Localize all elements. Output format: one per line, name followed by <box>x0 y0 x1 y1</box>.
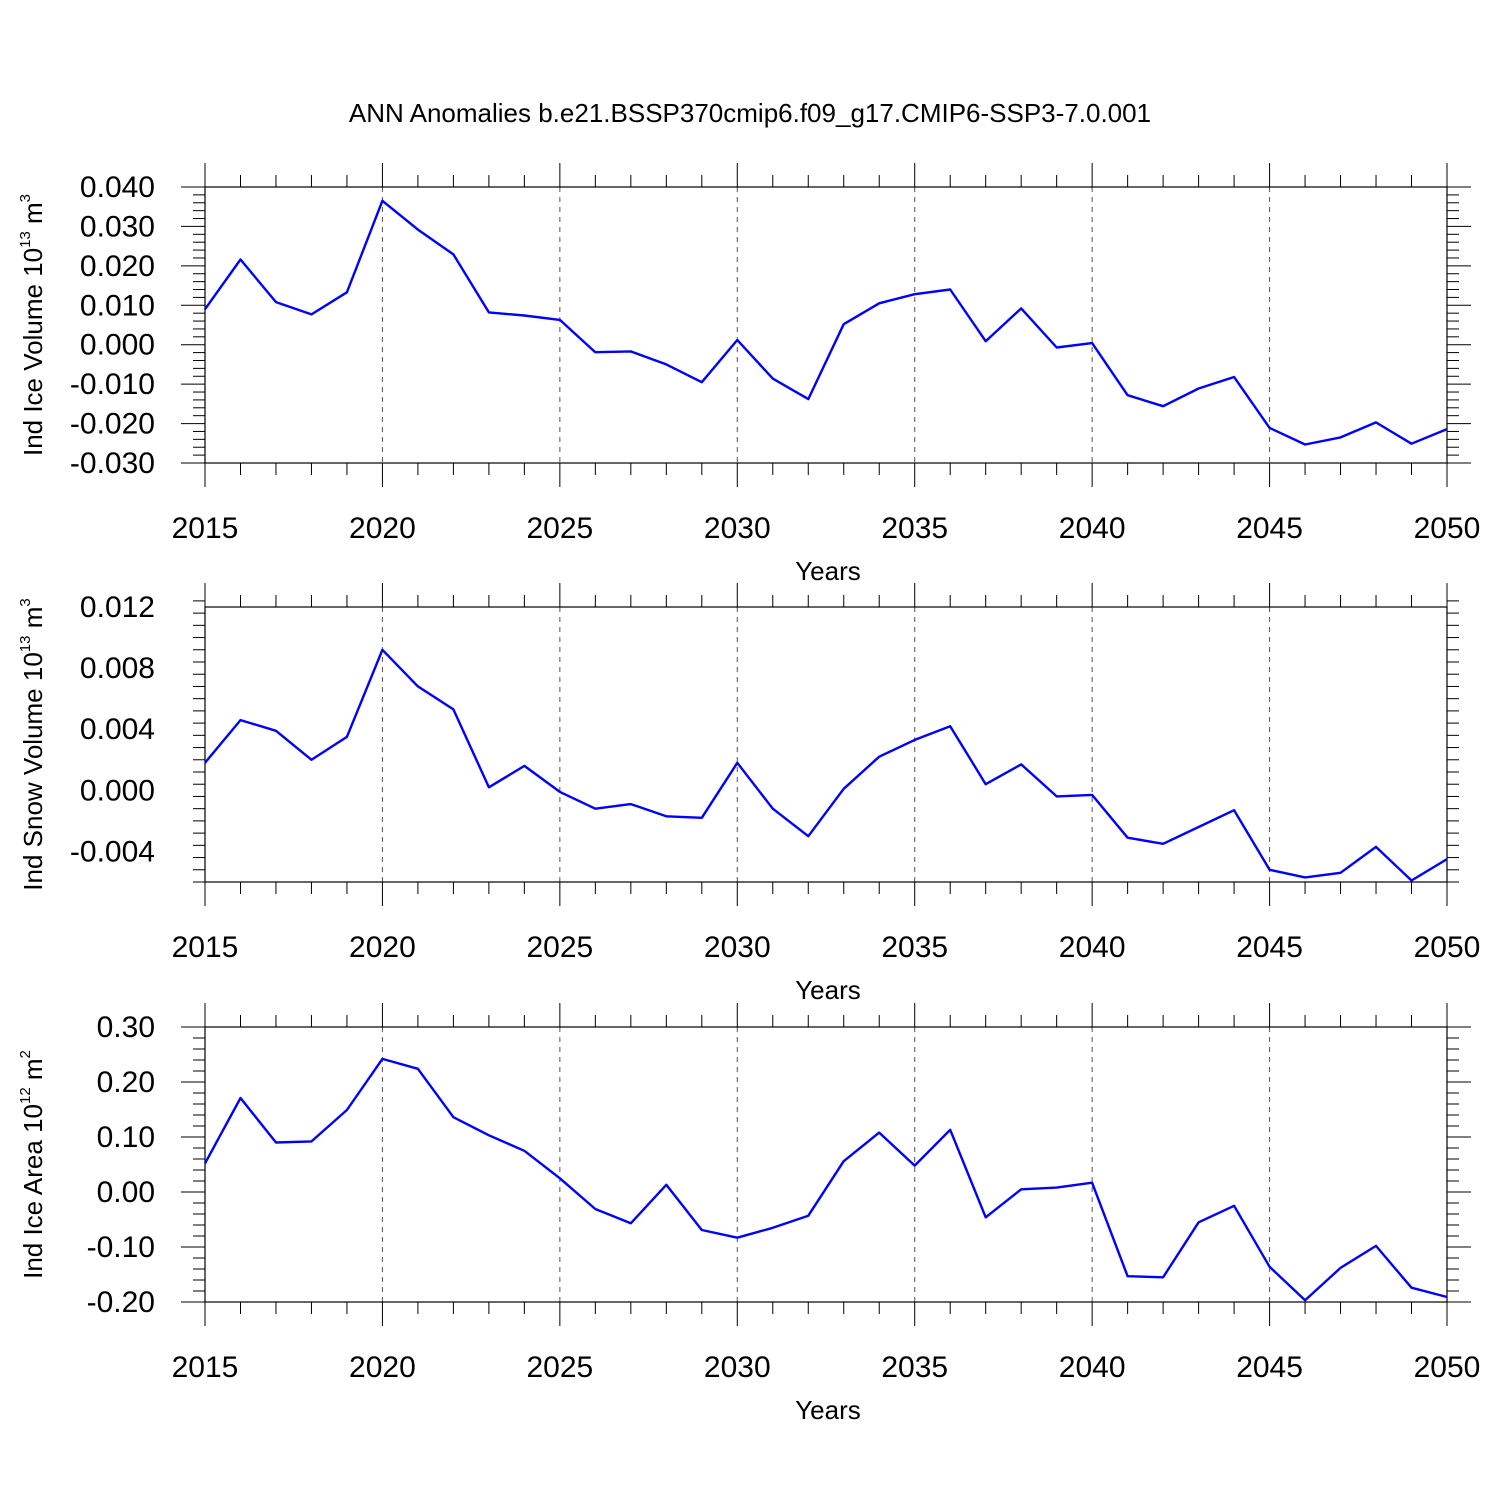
y-tick-label: -0.10 <box>87 1231 155 1264</box>
y-tick-label: 0.030 <box>80 210 155 243</box>
plot-frame <box>204 606 1448 883</box>
y-tick-label: 0.20 <box>97 1066 155 1099</box>
x-tick-label: 2015 <box>172 931 239 964</box>
x-axis-title: Years <box>795 556 861 586</box>
x-tick-label: 2025 <box>526 512 593 545</box>
x-tick-label: 2050 <box>1414 512 1481 545</box>
y-tick-label: 0.10 <box>97 1121 155 1154</box>
chart-panel-3: -0.20 -0.10 0.00 0.10 0.20 0.30 2015 2020 2025 20… <box>17 1003 1480 1425</box>
plot-frame <box>204 186 1448 464</box>
x-tick-label: 2030 <box>704 512 771 545</box>
x-tick-label: 2020 <box>349 512 416 545</box>
x-tick-label: 2045 <box>1236 931 1303 964</box>
x-tick-label: 2040 <box>1059 1351 1126 1384</box>
x-tick-label: 2050 <box>1414 1351 1481 1384</box>
y-tick-label: -0.004 <box>70 835 155 868</box>
x-tick-label: 2015 <box>172 512 239 545</box>
x-tick-label: 2020 <box>349 931 416 964</box>
y-tick-label: 0.000 <box>80 774 155 807</box>
y-tick-label: -0.010 <box>70 368 155 401</box>
x-tick-label: 2020 <box>349 1351 416 1384</box>
x-tick-label: 2015 <box>172 1351 239 1384</box>
y-tick-label: 0.020 <box>80 250 155 283</box>
chart-panel-2: -0.004 0.000 0.004 0.008 0.012 2015 2020 2025 20… <box>17 583 1480 1005</box>
series-line-1 <box>204 199 1448 446</box>
y-tick-label: -0.020 <box>70 408 155 441</box>
series-line-1 <box>204 648 1448 882</box>
y-tick-label: -0.030 <box>70 447 155 480</box>
x-tick-label: 2035 <box>881 512 948 545</box>
x-tick-label: 2040 <box>1059 931 1126 964</box>
x-axis-title: Years <box>795 975 861 1005</box>
y-tick-label: 0.004 <box>80 713 155 746</box>
y-tick-label: 0.30 <box>97 1011 155 1044</box>
x-tick-label: 2035 <box>881 931 948 964</box>
x-tick-label: 2025 <box>526 1351 593 1384</box>
y-axis-title: Ind Snow Volume 1013 m3 <box>17 598 48 890</box>
x-tick-label: 2040 <box>1059 512 1126 545</box>
chart-panel-1: -0.030 -0.020 -0.010 0.000 0.010 0.020 0.030 0.… <box>17 163 1480 586</box>
y-tick-label: 0.000 <box>80 329 155 362</box>
x-axis-title: Years <box>795 1395 861 1425</box>
y-tick-label: 0.00 <box>97 1176 155 1209</box>
figure-title: ANN Anomalies b.e21.BSSP370cmip6.f09_g17… <box>348 98 1152 128</box>
y-tick-label: 0.012 <box>80 591 155 624</box>
x-tick-label: 2045 <box>1236 1351 1303 1384</box>
plot-frame <box>204 1026 1448 1303</box>
x-tick-label: 2025 <box>526 931 593 964</box>
x-tick-label: 2030 <box>704 1351 771 1384</box>
x-tick-label: 2030 <box>704 931 771 964</box>
y-tick-label: 0.040 <box>80 171 155 204</box>
y-axis-title: Ind Ice Volume 1013 m3 <box>17 194 48 456</box>
y-tick-label: 0.010 <box>80 289 155 322</box>
x-tick-label: 2035 <box>881 1351 948 1384</box>
y-tick-label: 0.008 <box>80 652 155 685</box>
x-tick-label: 2050 <box>1414 931 1481 964</box>
series-line-1 <box>203 1057 1448 1302</box>
x-tick-label: 2045 <box>1236 512 1303 545</box>
y-tick-label: -0.20 <box>87 1286 155 1319</box>
y-axis-title: Ind Ice Area 1012 m2 <box>17 1050 48 1279</box>
